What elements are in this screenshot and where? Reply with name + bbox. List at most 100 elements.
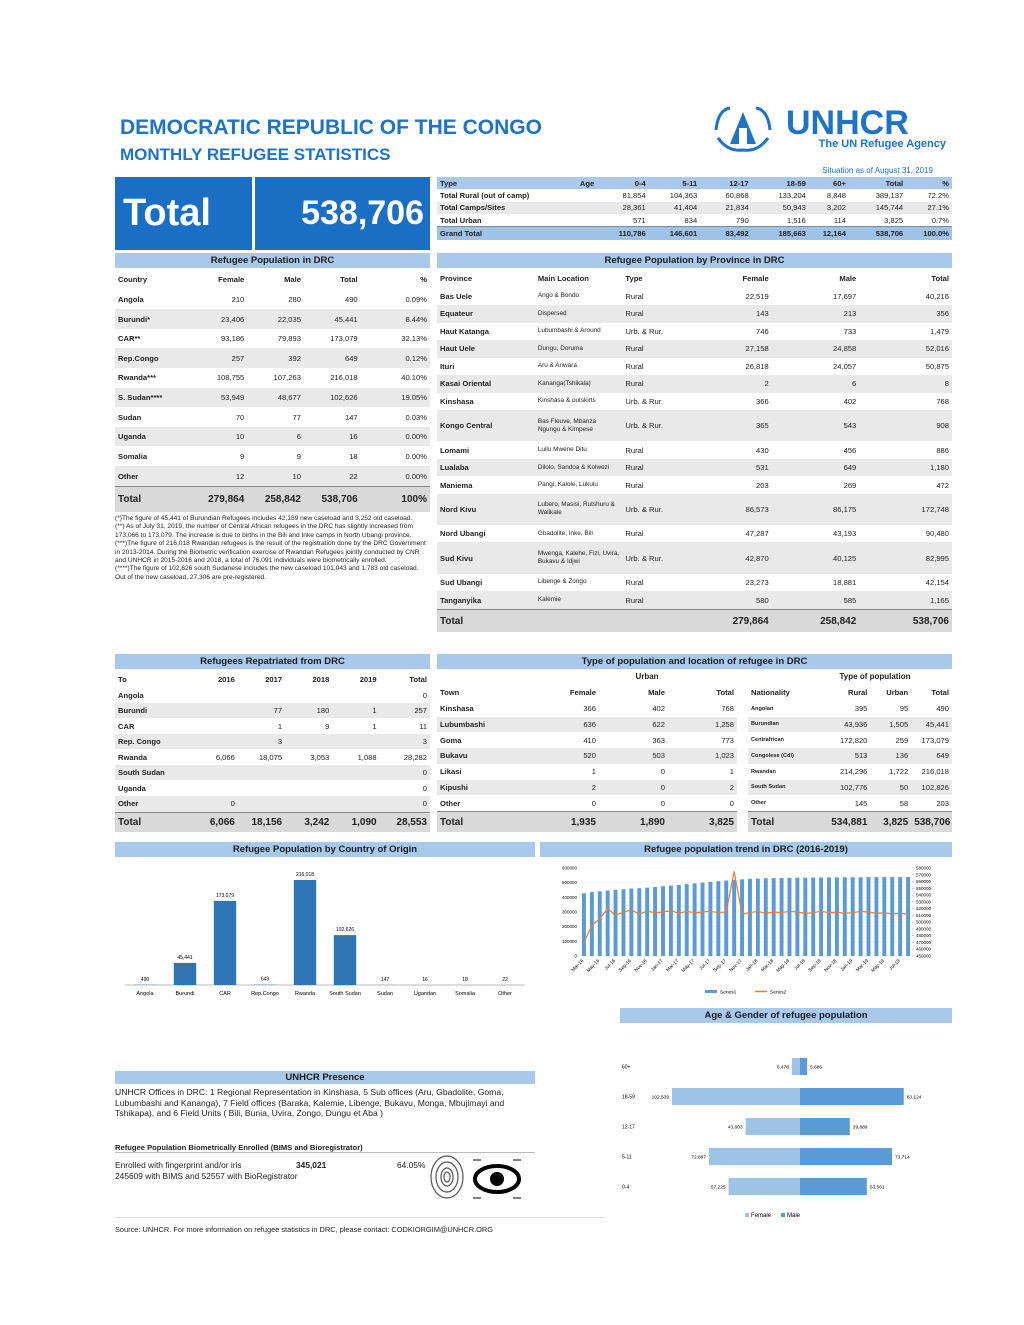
y2-tick-label: 490000 xyxy=(916,926,932,931)
cell: 26,818 xyxy=(745,361,769,371)
cell: 0 xyxy=(190,795,238,813)
y2-tick-label: 510000 xyxy=(916,913,932,918)
cell: Rural xyxy=(622,340,690,358)
cell: 9 xyxy=(240,451,245,461)
cell: 52,016 xyxy=(859,340,952,358)
cell: 102,626 xyxy=(303,387,361,408)
bar xyxy=(834,877,839,956)
cell: Dilolo, Sandoa & Kolwezi xyxy=(534,458,623,477)
column-header: 5-11 xyxy=(648,177,701,190)
age-gender-chart: 60+ 6,478 5,686 18-59 102,539 83,124 12-17 43,6… xyxy=(622,1058,922,1219)
population-table: Country Female Male Total% Angola 210 280 490 0.… xyxy=(115,270,430,512)
biometric-icons xyxy=(430,1155,521,1199)
cell: 27.1% xyxy=(906,201,952,214)
cell xyxy=(191,780,238,795)
cell: Bas Fleuve, Mbanza Ngungu & Kimpese xyxy=(534,410,623,442)
x-tick-label: Rep.Congo xyxy=(251,991,279,997)
row: Total Rural (out of camp) 81,854 104,363 60… xyxy=(437,189,952,201)
cell xyxy=(237,764,286,781)
row: Kipushi 2 0 2 xyxy=(437,779,737,796)
cell: 0 xyxy=(379,795,430,813)
y-tick-label: 500000 xyxy=(562,880,578,885)
bar xyxy=(779,877,784,956)
x-tick-label: Mar-19 xyxy=(855,958,870,973)
cell: Urb. & Rur. xyxy=(622,493,690,525)
cell: 102,826 xyxy=(911,779,952,796)
bar xyxy=(645,887,650,956)
bar xyxy=(795,877,800,956)
cell xyxy=(285,687,332,702)
cell: 258,842 xyxy=(247,486,304,512)
cell: 1 xyxy=(729,767,734,777)
caption: Type of population xyxy=(839,672,911,681)
cell: 0 xyxy=(422,690,427,700)
cell: Uganda xyxy=(118,783,146,793)
cell: Urb. & Rur. xyxy=(625,326,663,336)
column-header: 18-59 xyxy=(751,177,809,190)
cell: 1 xyxy=(332,702,380,719)
cell: Dispersed xyxy=(534,305,623,323)
cell: Congolese (Cdl) xyxy=(748,748,822,764)
data-label: 72,887 xyxy=(691,1155,706,1161)
bar xyxy=(800,1178,867,1195)
row: Rep. Congo 3 3 xyxy=(115,733,430,750)
cell: 3,825 xyxy=(870,811,912,832)
cell: 86,175 xyxy=(771,493,860,525)
cell: CAR xyxy=(118,721,135,731)
legend-label: Male xyxy=(787,1213,801,1219)
x-tick-label: Nov-17 xyxy=(728,958,743,973)
cell: Rural xyxy=(622,458,690,477)
bar xyxy=(692,883,697,956)
cell: Rural xyxy=(622,375,690,393)
bar xyxy=(819,877,824,956)
cell: 203 xyxy=(756,480,769,490)
cell: Urb. & Rur. xyxy=(625,396,663,406)
cell: Rwanda*** xyxy=(118,373,156,383)
x-tick-label: Mar-18 xyxy=(760,958,775,973)
cell: Burundian xyxy=(748,716,822,733)
table: Type Age 0-4 5-11 12-17 18-59 60+ Total% Total R… xyxy=(437,177,952,240)
row: CAR** 93,186 79,893 173,079 32.13% xyxy=(115,329,430,349)
column-header: 60+ xyxy=(808,177,849,190)
bar xyxy=(771,878,776,956)
cell: 42,870 xyxy=(689,542,772,574)
repatriated-table: To 2016 2017 2018 2019 Total Angola 0 Burundi 77 1… xyxy=(115,672,430,832)
bar xyxy=(597,891,602,956)
cell: Total xyxy=(115,486,191,512)
data-label: 649 xyxy=(261,977,270,983)
cell: 107,263 xyxy=(273,373,301,383)
cell: 6 xyxy=(247,426,304,447)
x-tick-label: Nov-16 xyxy=(633,958,648,973)
data-label: 173,079 xyxy=(216,893,234,899)
scan-corners xyxy=(473,1159,521,1199)
cell: Mwenga, Kalehe, Fizi, Uvira, Bukavu & Id… xyxy=(534,542,623,574)
row: Nord Kivu Lubero, Masisi, Rutshuru & Wali… xyxy=(437,493,952,525)
cell: Uganda xyxy=(115,426,191,447)
total-row: Total 279,864 258,842 538,706 100% xyxy=(115,486,430,512)
column-header: Female xyxy=(742,274,769,284)
cell: Total xyxy=(748,811,822,832)
x-tick-label: Jul-17 xyxy=(698,958,712,972)
total-value: 538,706 xyxy=(255,177,430,250)
cell: 10 xyxy=(190,426,248,447)
bar xyxy=(850,877,855,956)
cell: 93,186 xyxy=(221,334,245,344)
row: Uganda 0 xyxy=(115,780,430,795)
cell: Haut Katanga xyxy=(440,326,489,336)
x-tick-label: Mar-16 xyxy=(570,958,585,973)
cell: 79,893 xyxy=(277,334,301,344)
cell: Grand Total xyxy=(437,226,598,240)
cell: Kinshasa xyxy=(440,396,474,406)
cell: 180 xyxy=(285,702,333,719)
data-label: 216,018 xyxy=(296,872,314,878)
cell: 213 xyxy=(771,305,860,323)
bar xyxy=(589,892,594,956)
cell: 43,193 xyxy=(833,529,857,539)
nationality-table: Nationality Rural Urban Total Angolan 395 95 49… xyxy=(748,685,952,832)
row: Kinshasa Kinshasa & outskirts Urb. & Rur. 3… xyxy=(437,393,952,411)
y2-tick-label: 520000 xyxy=(916,906,932,911)
cell: Rural xyxy=(622,591,690,610)
title: DEMOCRATIC REPUBLIC OF THE CONGO xyxy=(120,116,542,139)
cell: 172,820 xyxy=(839,735,868,745)
cell: 366 xyxy=(756,396,769,406)
